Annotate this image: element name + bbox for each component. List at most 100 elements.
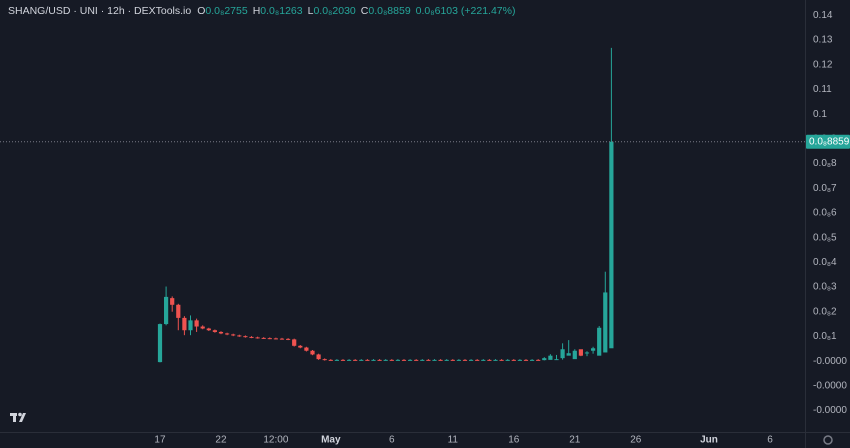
candle-body <box>188 320 193 331</box>
candle-body <box>340 359 346 361</box>
candle-body <box>560 349 565 359</box>
ohlc-value: 0.0₈2755 <box>205 5 247 17</box>
ohlc-key: C <box>361 5 369 17</box>
candle-body <box>346 359 352 361</box>
candle-body <box>572 350 577 360</box>
ohlc-value: 0.0₈6103 (+221.47%) <box>416 5 516 17</box>
ohlc-key: L <box>308 5 314 17</box>
candle-body <box>273 338 278 340</box>
candle-body <box>432 359 437 361</box>
x-tick-label: 6 <box>767 435 773 446</box>
y-tick-label: 0.0₈6 <box>813 208 837 219</box>
y-tick-label: 0.1 <box>813 109 827 120</box>
candle-body <box>298 345 303 348</box>
candle-body <box>365 359 370 361</box>
candle-body <box>505 359 510 361</box>
tv-logo <box>10 412 26 422</box>
y-tick-label: 0.0₈7 <box>813 183 837 194</box>
candle-body <box>194 320 199 327</box>
candle-body <box>468 359 474 361</box>
candle-body <box>237 335 242 337</box>
y-tick-label: 0.13 <box>813 35 833 46</box>
candle-body <box>609 141 614 349</box>
candle-body <box>517 359 522 361</box>
x-tick-label: 11 <box>448 435 459 446</box>
candle-body <box>462 359 468 361</box>
x-tick-label: Jun <box>700 435 718 446</box>
candle-body <box>206 328 211 331</box>
ohlc-key: H <box>253 5 261 17</box>
y-tick-label: 0.0₈4 <box>813 257 837 268</box>
x-tick-label: 12:00 <box>263 435 288 446</box>
candle-body <box>310 350 315 355</box>
candle-body <box>499 359 504 361</box>
candle-body <box>542 358 547 361</box>
candle-body <box>182 317 187 331</box>
candle-body <box>603 292 608 353</box>
candle-body <box>322 359 327 361</box>
x-tick-label: May <box>321 435 341 446</box>
candle-body <box>401 359 407 361</box>
candle-body <box>475 359 480 361</box>
header: SHANG/USD · UNI · 12h · DEXTools.io <box>8 5 191 17</box>
symbol-title: SHANG/USD · UNI · 12h · DEXTools.io <box>8 5 191 17</box>
candle-body <box>529 359 535 361</box>
candle-body <box>279 338 285 340</box>
candle-body <box>554 359 559 361</box>
candle-body <box>438 359 443 361</box>
candle-body <box>212 330 217 332</box>
x-tick-label: 21 <box>569 435 581 446</box>
candle-body <box>481 359 486 361</box>
candle-body <box>371 359 376 361</box>
candle-body <box>261 337 266 339</box>
candle-body <box>353 359 358 361</box>
candle-body <box>389 359 394 361</box>
candle-body <box>456 359 461 361</box>
y-tick-label: 0.0₈2 <box>813 306 837 317</box>
y-tick-label: 0.0₈3 <box>813 282 837 293</box>
logo-part <box>19 413 26 422</box>
y-tick-label: -0.0000 <box>813 356 847 367</box>
candle-body <box>163 296 169 325</box>
candle-body <box>450 359 455 361</box>
candle-body <box>267 338 272 340</box>
x-tick-label: 22 <box>215 435 227 446</box>
y-tick-label: -0.0000 <box>813 380 847 391</box>
candle-body <box>493 359 498 361</box>
candle-body <box>566 353 571 356</box>
candle-body <box>243 336 248 338</box>
candle-body <box>255 337 260 339</box>
candle-body <box>304 347 309 351</box>
candle-body <box>597 327 602 356</box>
y-tick-label: 0.0₈1 <box>813 331 837 342</box>
candle-body <box>218 331 224 334</box>
candle-body <box>334 359 339 361</box>
logo-part <box>13 413 16 422</box>
candle-body <box>426 359 431 361</box>
candle-body <box>444 359 449 361</box>
candle-body <box>292 339 297 346</box>
candle-body <box>157 324 163 363</box>
candle-body <box>249 336 254 338</box>
candle-body <box>536 359 541 361</box>
candle-body <box>231 334 236 336</box>
price-tag <box>806 134 850 149</box>
candle-body <box>200 326 205 329</box>
y-tick-label: 0.0₈8 <box>813 158 837 169</box>
y-tick-label: -0.0000 <box>813 405 847 416</box>
x-tick-label: 6 <box>389 435 395 446</box>
candle-body <box>578 349 583 356</box>
settings-icon[interactable] <box>823 435 833 445</box>
candle-body <box>414 359 419 361</box>
ohlc-value: 0.0₈8859 <box>368 5 410 17</box>
x-tick-label: 16 <box>508 435 520 446</box>
y-tick-label: 0.0₈5 <box>813 232 837 243</box>
x-tick-label: 26 <box>630 435 642 446</box>
gear[interactable] <box>823 435 833 445</box>
candle-body <box>584 352 590 354</box>
candle-body <box>328 359 333 361</box>
ohlc-value: 0.0₈1263 <box>260 5 302 17</box>
